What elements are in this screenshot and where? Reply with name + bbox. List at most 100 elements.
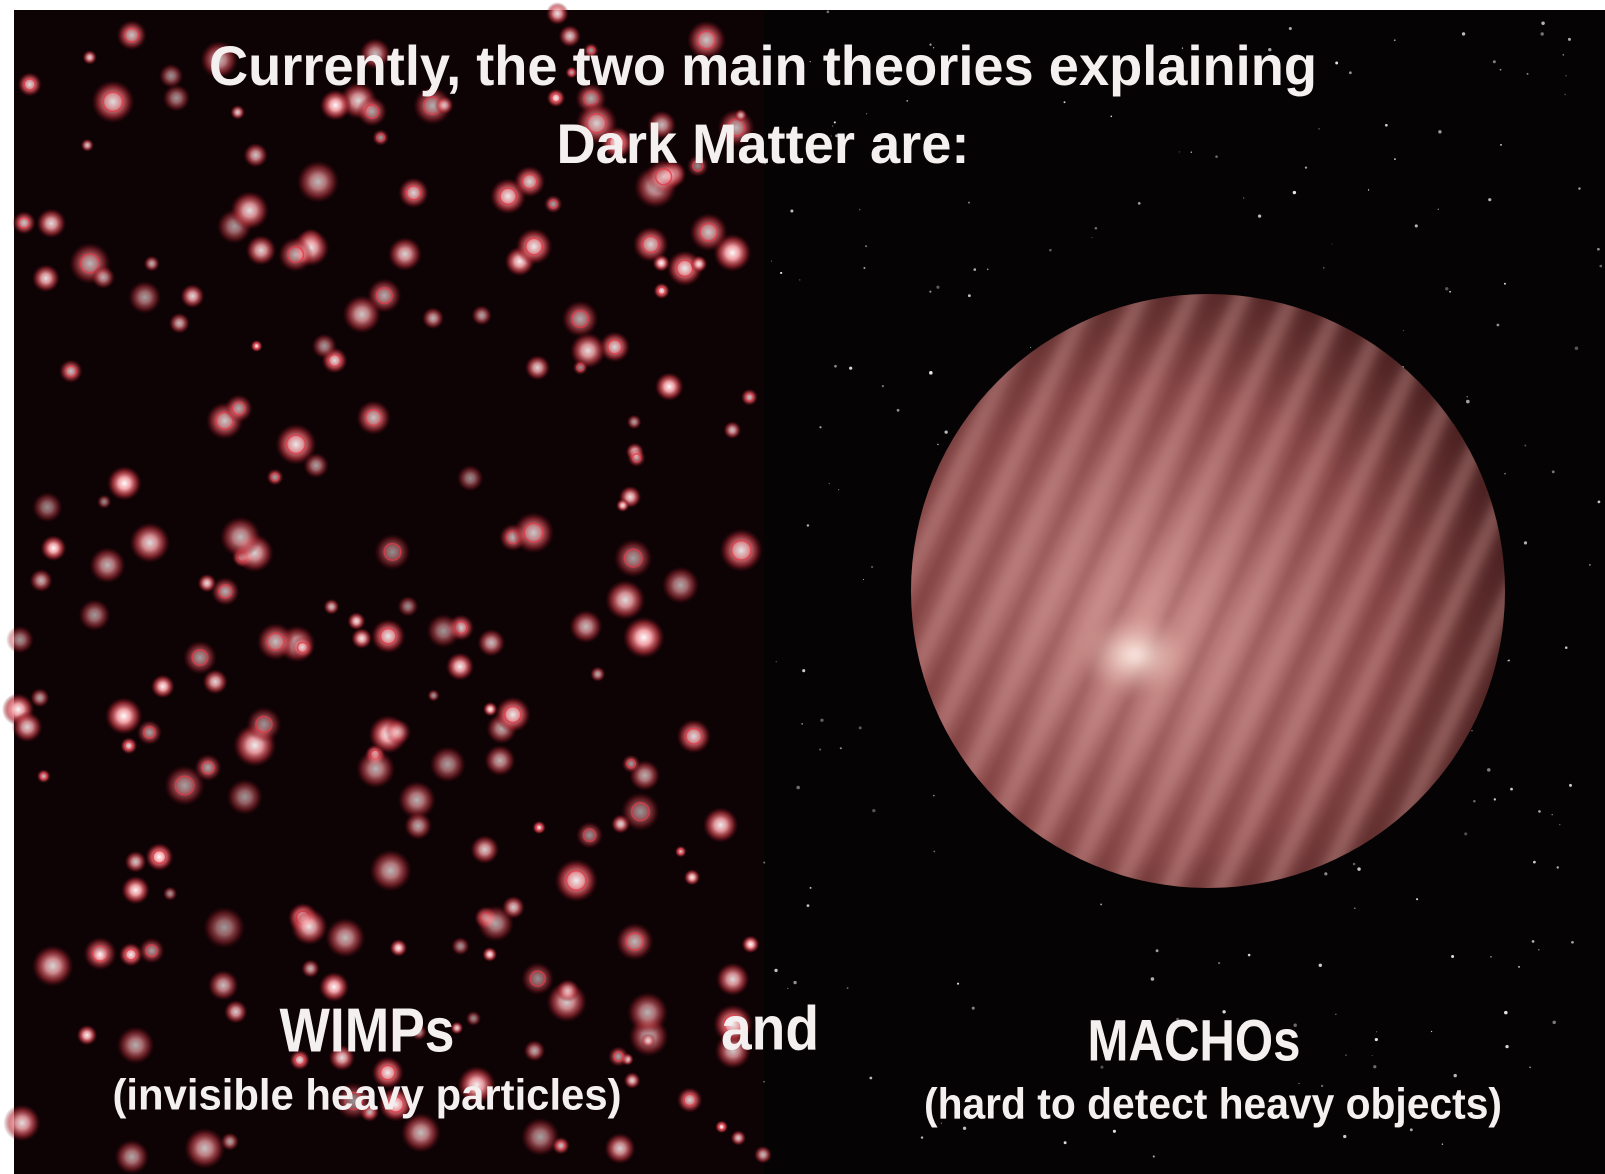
star [872,809,876,813]
star [1453,1073,1457,1078]
star [869,1076,873,1080]
star [1373,1065,1377,1069]
particle [515,227,553,266]
star [1222,1010,1226,1014]
particle [11,711,43,743]
particle [626,991,669,1034]
particle-ring [586,113,607,134]
star [1292,190,1297,195]
particle [128,280,162,315]
star [1529,1066,1532,1069]
particle-ring [568,68,576,77]
star [1181,47,1184,49]
star [1384,123,1388,127]
star [1441,1143,1444,1145]
particle [741,935,760,954]
particle-ring [191,649,209,667]
star [1367,189,1370,191]
particle [546,88,566,108]
particle [572,359,589,376]
star [967,294,971,298]
star [1155,949,1159,953]
particle-ring [376,133,386,143]
star [1466,399,1470,404]
particle [162,886,178,901]
star [864,245,868,248]
star [1461,32,1466,36]
star [1589,563,1591,566]
particle [342,294,382,334]
star [1331,243,1333,245]
star [1507,660,1509,662]
particle-ring [39,772,48,781]
particle [403,811,433,840]
star [1597,247,1600,251]
particle [676,718,712,754]
star [1293,1023,1297,1027]
particle [520,1117,560,1157]
star [790,209,794,213]
particle [97,494,112,509]
star [1376,1031,1378,1033]
particle [622,616,665,659]
particle-ring [685,727,703,745]
star [849,366,853,370]
particle [277,237,314,273]
star [1352,862,1356,866]
star [834,364,837,368]
particle [427,689,440,702]
star [801,723,803,725]
particle [40,535,67,562]
star [1320,1084,1324,1088]
particle [523,1039,546,1062]
particle [429,745,467,783]
star [973,268,977,271]
star [1562,54,1564,56]
particle-ring [586,46,596,55]
star [1552,1020,1556,1025]
particle [31,944,74,987]
star [1551,814,1553,816]
particle [203,906,246,949]
particle [613,538,653,578]
star [830,135,833,137]
particle-ring [102,91,124,113]
star [870,565,874,569]
star [920,1136,924,1139]
particle [328,1044,356,1072]
particle [12,210,36,235]
particles [1,2,773,1174]
star [1503,282,1506,285]
particle-ring [529,970,546,987]
star [1487,768,1491,772]
particle [223,999,248,1024]
star [933,850,936,853]
star [1063,101,1066,104]
particle-ring [364,103,380,120]
particle [616,498,630,513]
particle [398,177,430,209]
particle-ring [144,944,159,958]
particle [303,452,329,479]
particle [653,282,670,300]
particle [378,1087,414,1122]
particle-ring [524,237,544,256]
particle [202,669,228,695]
particle [200,40,239,79]
particle [384,718,412,746]
particle-ring [565,869,587,892]
particle-ring [296,641,309,654]
star [1100,903,1103,906]
star [1063,1141,1067,1145]
particle [626,414,642,430]
particle [421,307,445,330]
particle-ring [626,758,637,769]
particle [589,666,606,682]
star [971,1006,975,1010]
particle-ring [677,848,685,856]
particle [400,1112,442,1153]
particle [465,1010,482,1027]
star [986,268,989,271]
particle [457,1065,496,1105]
particle-ring [582,828,597,843]
